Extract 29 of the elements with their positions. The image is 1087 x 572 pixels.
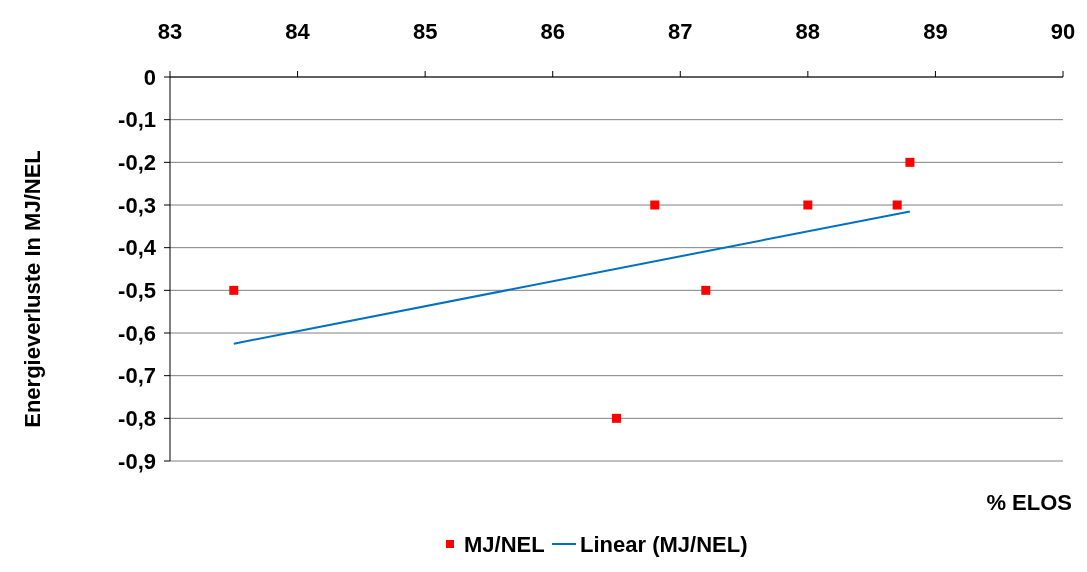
y-tick-label: -0,3 [118, 192, 156, 218]
y-tick-label: 0 [143, 64, 156, 90]
x-tick-label: 87 [668, 19, 693, 44]
x-axis-title: % ELOS [986, 490, 1072, 515]
point [803, 200, 813, 210]
point [650, 200, 660, 210]
y-axis-title: Energieverluste In MJ/NEL [20, 150, 45, 428]
y-tick-label: -0,9 [118, 448, 156, 474]
y-tick-label: -0,2 [118, 150, 156, 176]
legend-label: Linear (MJ/NEL) [580, 532, 748, 557]
y-tick-label: -0,8 [118, 406, 156, 432]
x-tick-label: 89 [923, 19, 948, 44]
y-tick-label: -0,7 [118, 363, 156, 389]
x-tick-label: 88 [795, 19, 821, 44]
point [701, 285, 711, 295]
y-tick-label: -0,1 [118, 107, 156, 133]
x-tick-label: 84 [285, 19, 311, 44]
point [892, 200, 902, 210]
point [229, 285, 239, 295]
x-tick-label: 90 [1050, 19, 1076, 44]
point [905, 157, 915, 167]
legend-label: MJ/NEL [464, 532, 545, 557]
point [612, 413, 621, 423]
y-tick-label: -0,4 [118, 235, 157, 261]
x-tick-label: 86 [540, 19, 565, 44]
x-tick-label: 85 [412, 19, 438, 44]
y-tick-label: -0,5 [118, 278, 156, 304]
y-tick-label: -0,6 [118, 320, 156, 346]
x-tick-label: 83 [157, 19, 183, 44]
